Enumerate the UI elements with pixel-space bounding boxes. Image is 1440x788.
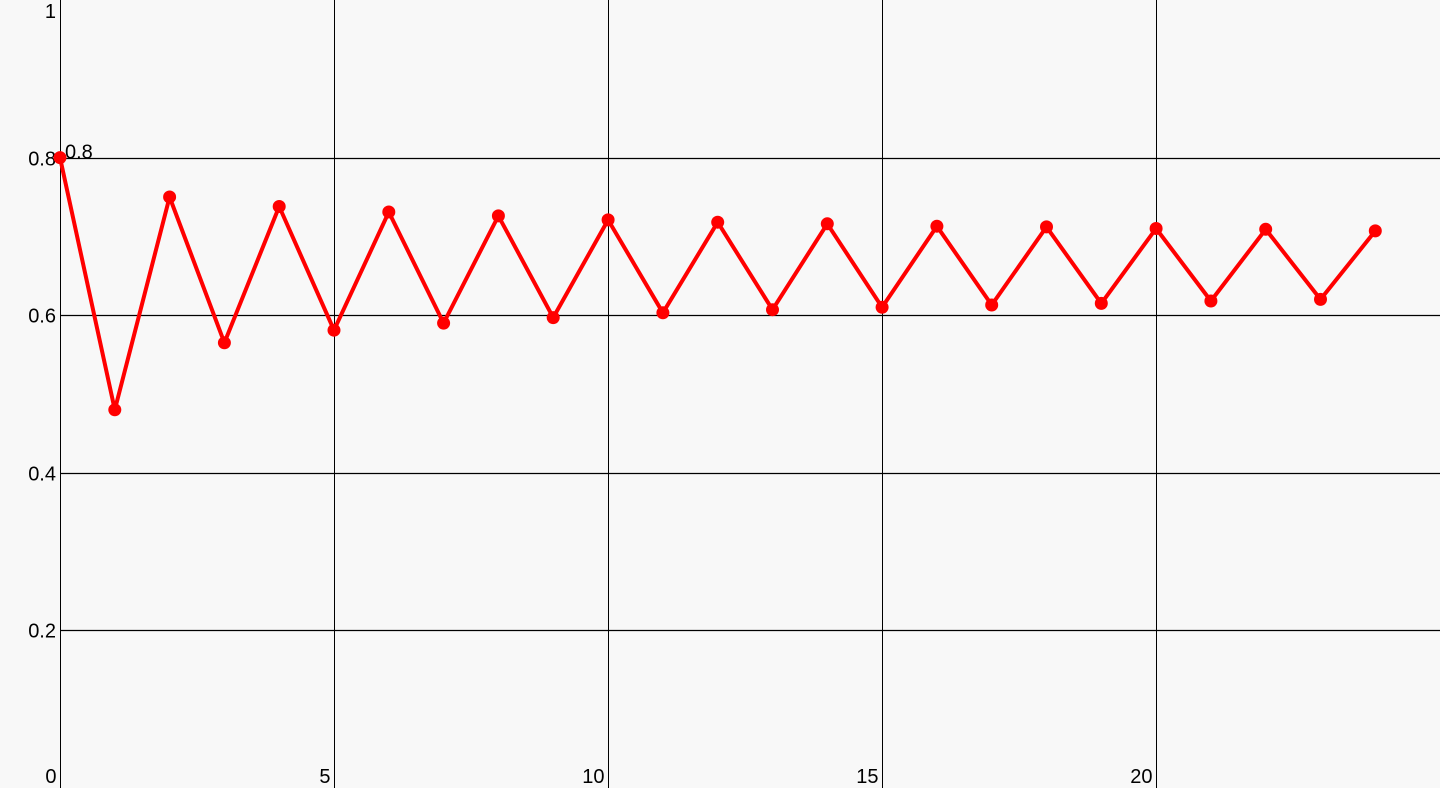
data-point — [217, 336, 231, 350]
data-point — [1368, 224, 1382, 238]
x-tick-label: 10 — [582, 766, 604, 788]
data-point — [163, 190, 177, 204]
y-tick-label: 0.8 — [28, 149, 56, 171]
data-point — [1314, 292, 1327, 306]
annotation-layer: 0.8 — [65, 142, 93, 164]
x-tick-label: 0 — [45, 766, 56, 788]
data-label: 0.8 — [65, 142, 93, 164]
data-point — [930, 219, 944, 233]
y-tick-label: 1 — [45, 1, 56, 23]
data-point — [108, 403, 122, 417]
data-point — [601, 213, 615, 227]
y-tick-label: 0.4 — [28, 464, 56, 486]
data-point — [327, 323, 341, 337]
data-point — [382, 205, 396, 219]
data-point — [53, 151, 67, 165]
x-tick-labels: 0 5 10 15 20 — [45, 766, 1152, 788]
y-gridlines — [60, 157, 1440, 632]
data-point — [711, 215, 725, 229]
data-point — [491, 209, 505, 223]
data-point — [1259, 222, 1273, 236]
x-tick-label: 5 — [319, 766, 330, 788]
x-tick-label: 15 — [856, 766, 878, 788]
data-point — [1149, 222, 1163, 235]
y-tick-label: 0.2 — [28, 621, 56, 643]
data-point — [820, 217, 834, 231]
y-tick-label: 0.6 — [28, 306, 56, 328]
data-point — [272, 200, 286, 213]
data-point — [985, 298, 999, 312]
data-point — [1204, 294, 1218, 308]
y-tick-labels: 0.2 0.4 0.6 0.8 1 — [28, 1, 56, 643]
series-layer — [53, 151, 1382, 417]
data-point — [656, 306, 670, 320]
data-point — [875, 300, 889, 314]
data-point — [1040, 220, 1053, 234]
data-point — [437, 316, 451, 330]
data-point — [1094, 296, 1108, 310]
x-gridlines — [60, 0, 1157, 788]
data-point — [546, 311, 560, 325]
data-point — [766, 303, 779, 317]
x-tick-label: 20 — [1130, 766, 1152, 788]
